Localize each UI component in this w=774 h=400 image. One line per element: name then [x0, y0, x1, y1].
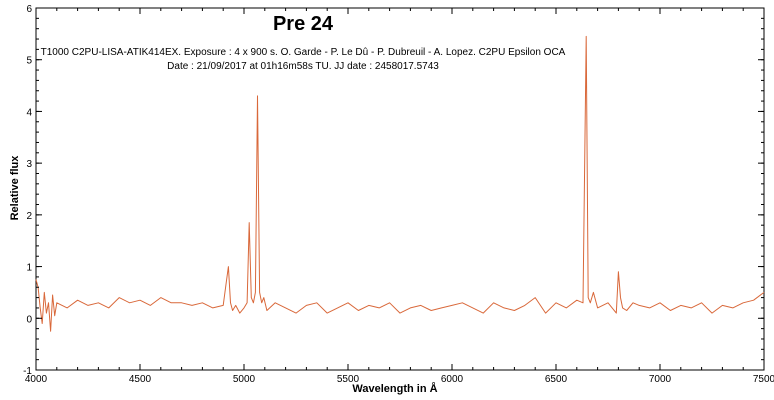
y-tick-label: -1: [23, 366, 32, 377]
y-tick-label: 5: [26, 56, 32, 67]
chart-subtitle-line-2: Date : 21/09/2017 at 01h16m58s TU. JJ da…: [167, 61, 439, 72]
y-tick-label: 6: [26, 4, 32, 15]
y-tick-label: 0: [26, 314, 32, 325]
plot-frame: [35, 7, 765, 371]
y-tick-label: 2: [26, 211, 32, 222]
x-tick-label: 6000: [441, 374, 464, 385]
axis-ticks: [35, 7, 765, 371]
y-tick-label: 3: [26, 159, 32, 170]
x-tick-label: 5500: [337, 374, 360, 385]
y-tick-label: 4: [26, 107, 32, 118]
plot-area: [35, 7, 765, 371]
x-tick-label: 7000: [649, 374, 672, 385]
x-tick-label: 4500: [129, 374, 152, 385]
axis-tick-labels: 4000 4500 5000 5500 6000 6500 7000 7500 -1 0 1 2 3 4 5…: [23, 4, 774, 385]
x-tick-label: 4000: [25, 374, 48, 385]
chart-subtitle-line-1: T1000 C2PU-LISA-ATIK414EX. Exposure : 4 …: [41, 47, 566, 58]
x-tick-label: 6500: [545, 374, 568, 385]
y-axis-label: Relative flux: [9, 155, 21, 221]
spectrum-line-0: [35, 35, 765, 332]
chart-title: Pre 24: [273, 13, 334, 35]
x-tick-label: 7500: [753, 374, 774, 385]
y-tick-label: 1: [26, 263, 32, 274]
x-axis-label: Wavelength in Å: [352, 382, 437, 395]
x-tick-label: 5000: [233, 374, 256, 385]
